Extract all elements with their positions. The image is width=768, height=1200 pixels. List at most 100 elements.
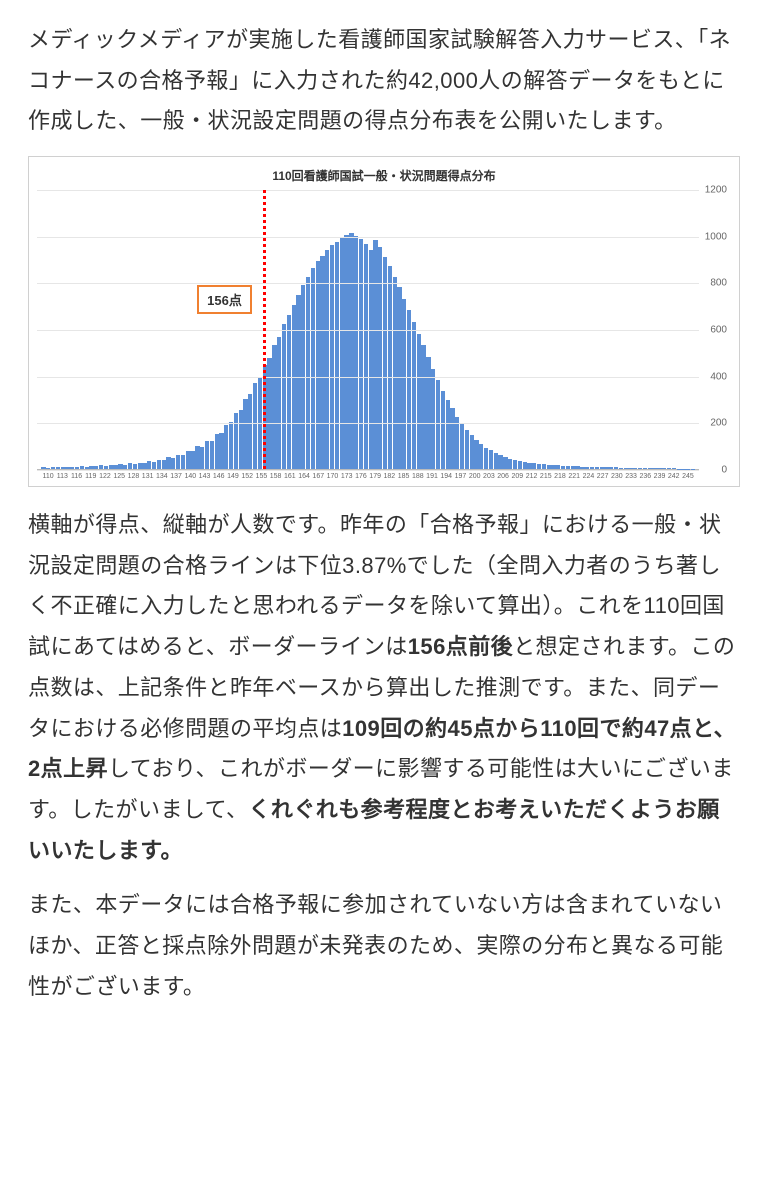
bar <box>200 447 204 469</box>
x-tick-label: 122 <box>98 473 112 480</box>
bar <box>229 422 233 469</box>
bar <box>393 277 397 470</box>
y-tick-label: 0 <box>721 465 727 476</box>
bar <box>407 310 411 469</box>
grid-line <box>37 330 699 331</box>
bar <box>604 467 608 469</box>
x-tick-label: 212 <box>524 473 538 480</box>
bar <box>446 400 450 469</box>
x-tick-label: 239 <box>652 473 666 480</box>
chart-title: 110回看護師国試一般・状況問題得点分布 <box>37 167 731 184</box>
bar <box>349 233 353 469</box>
x-tick-label: 164 <box>297 473 311 480</box>
x-tick-label: 191 <box>425 473 439 480</box>
bar <box>465 430 469 469</box>
x-tick-label: 194 <box>439 473 453 480</box>
bar <box>364 244 368 469</box>
x-tick-label: 113 <box>55 473 69 480</box>
bar <box>498 455 502 469</box>
bar <box>667 468 671 469</box>
grid-line <box>37 377 699 378</box>
bar <box>373 240 377 469</box>
x-tick-label: 137 <box>169 473 183 480</box>
x-tick-label: 179 <box>368 473 382 480</box>
bar <box>547 465 551 469</box>
x-tick-label: 131 <box>141 473 155 480</box>
bar <box>575 466 579 469</box>
bar <box>619 468 623 469</box>
bar <box>41 467 45 469</box>
bar <box>436 380 440 469</box>
cutoff-label: 156点 <box>197 285 252 314</box>
x-tick-label: 119 <box>84 473 98 480</box>
bar <box>306 277 310 470</box>
bar <box>523 462 527 469</box>
bar <box>595 467 599 469</box>
bar <box>190 451 194 469</box>
bar <box>152 462 156 469</box>
bar <box>580 467 584 470</box>
bar <box>340 238 344 469</box>
bar <box>80 466 84 469</box>
chart-plot-area: 156点 <box>37 190 699 470</box>
bar <box>65 467 69 469</box>
x-tick-label: 134 <box>155 473 169 480</box>
bar <box>282 324 286 469</box>
bar <box>267 358 271 469</box>
bar <box>113 465 117 469</box>
x-tick-label: 197 <box>453 473 467 480</box>
bar <box>272 345 276 469</box>
bar <box>89 466 93 469</box>
bar <box>648 468 652 469</box>
bar <box>566 466 570 469</box>
bar <box>518 461 522 469</box>
bar <box>51 467 55 469</box>
bar <box>186 451 190 469</box>
x-tick-label: 158 <box>269 473 283 480</box>
bar <box>205 441 209 469</box>
x-tick-label: 221 <box>567 473 581 480</box>
x-tick-label: 230 <box>610 473 624 480</box>
x-tick-label: 224 <box>581 473 595 480</box>
bar <box>316 261 320 469</box>
bar <box>571 466 575 469</box>
bar <box>94 466 98 469</box>
bar <box>157 460 161 469</box>
bar <box>104 466 108 469</box>
y-tick-label: 800 <box>710 278 727 289</box>
bar <box>402 299 406 469</box>
x-tick-label: 140 <box>183 473 197 480</box>
bar <box>527 463 531 470</box>
x-tick-label: 146 <box>212 473 226 480</box>
bar <box>359 239 363 469</box>
x-tick-label: 233 <box>624 473 638 480</box>
bar <box>75 467 79 469</box>
bar <box>672 468 676 469</box>
bar <box>590 467 594 469</box>
bar <box>234 413 238 469</box>
bar <box>383 257 387 469</box>
grid-line <box>37 470 699 471</box>
y-tick-label: 1200 <box>705 185 727 196</box>
bar <box>600 467 604 469</box>
bar <box>296 295 300 469</box>
bar <box>450 408 454 469</box>
x-tick-label: 161 <box>283 473 297 480</box>
bar <box>494 453 498 469</box>
bar <box>224 425 228 469</box>
bar <box>542 464 546 469</box>
bar <box>537 464 541 469</box>
bar <box>311 268 315 469</box>
x-tick-label: 206 <box>496 473 510 480</box>
intro-paragraph: メディックメディアが実施した看護師国家試験解答入力サービス、「ネコナースの合格予… <box>28 20 740 142</box>
bar <box>556 465 560 469</box>
bar <box>166 457 170 469</box>
bar <box>633 468 637 469</box>
bar <box>85 467 89 469</box>
x-tick-label: 215 <box>539 473 553 480</box>
x-tick-label: 110 <box>41 473 55 480</box>
y-tick-label: 200 <box>710 418 727 429</box>
bar <box>171 458 175 469</box>
bar <box>61 467 65 469</box>
bar <box>638 468 642 469</box>
